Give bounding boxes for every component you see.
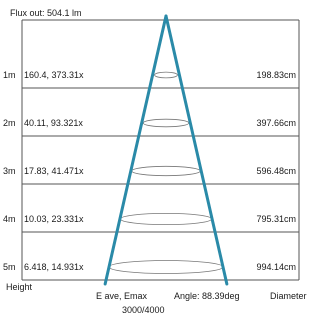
beam-right-edge [164, 14, 229, 286]
height-label-3m: 3m [3, 166, 16, 176]
spread-ellipse-4m [120, 212, 212, 225]
diameter-label-4m: 795.31cm [256, 214, 296, 224]
y-axis-label: Height [6, 282, 33, 292]
illuminance-label-3m: 17.83, 41.471x [24, 166, 84, 176]
height-label-4m: 4m [3, 214, 16, 224]
illuminance-label-1m: 160.4, 373.31x [24, 70, 84, 80]
chart-title: Flux out: 504.1 lm [10, 8, 82, 18]
spread-ellipse-2m [142, 118, 190, 128]
diameter-label-3m: 596.48cm [256, 166, 296, 176]
footer-label: 3000/4000 [122, 305, 165, 315]
row-labels: 1m 160.4, 373.31x 198.83cm 2m 40.11, 93.321x… [3, 70, 296, 272]
grid-layer [21, 19, 300, 281]
illuminance-label-4m: 10.03, 23.331x [24, 214, 84, 224]
beam-left-edge [103, 14, 168, 286]
diameter-label-1m: 198.83cm [256, 70, 296, 80]
illuminance-label-5m: 6.418, 14.931x [24, 262, 84, 272]
diameter-label-5m: 994.14cm [256, 262, 296, 272]
spread-ellipse-3m [131, 165, 201, 177]
beam-spread-ellipses [108, 71, 224, 274]
spread-ellipse-5m [108, 260, 224, 274]
height-label-5m: 5m [3, 262, 16, 272]
diameter-unit-label: Diameter [270, 291, 307, 301]
height-label-2m: 2m [3, 118, 16, 128]
diameter-label-2m: 397.66cm [256, 118, 296, 128]
values-unit-label: E ave, Emax [96, 291, 148, 301]
spread-ellipse-1m [154, 71, 178, 79]
angle-label: Angle: 88.39deg [174, 291, 240, 301]
height-label-1m: 1m [3, 70, 16, 80]
beam-cone [103, 14, 229, 286]
illuminance-label-2m: 40.11, 93.321x [24, 118, 83, 128]
